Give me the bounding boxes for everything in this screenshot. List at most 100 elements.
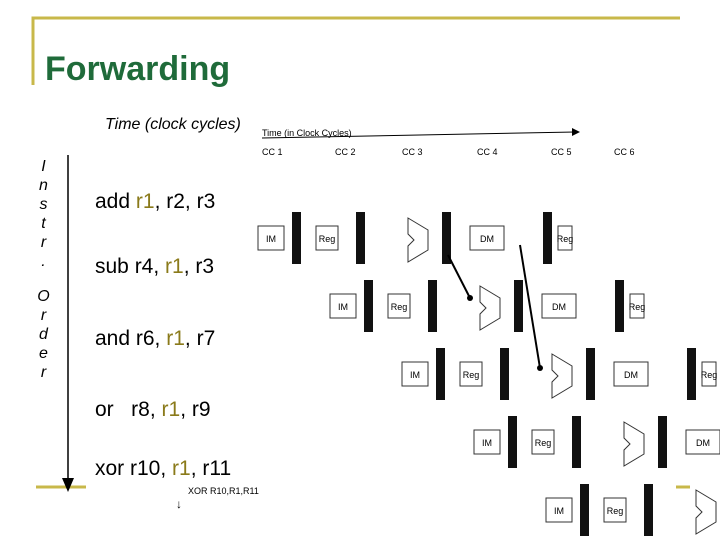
stage-box bbox=[545, 497, 573, 523]
pipeline-register bbox=[436, 348, 445, 400]
stage-box bbox=[557, 225, 573, 251]
time-arrow bbox=[261, 131, 576, 139]
title: Forwarding bbox=[45, 50, 230, 88]
instruction-part: r1 bbox=[166, 327, 185, 350]
clock-cycle: CC 1 bbox=[262, 147, 283, 157]
alu bbox=[551, 353, 573, 399]
stage-box bbox=[473, 429, 501, 455]
order-label: Order bbox=[35, 288, 52, 383]
clock-cycle: CC 6 bbox=[614, 147, 635, 157]
stage-label: DM bbox=[480, 234, 494, 244]
stage-label: Reg bbox=[629, 302, 646, 312]
pipeline-register bbox=[500, 348, 509, 400]
stage-label: Reg bbox=[535, 438, 552, 448]
stage-box bbox=[629, 293, 645, 319]
stage-box bbox=[315, 225, 339, 251]
instruction: xor r10, r1, r11 bbox=[95, 457, 231, 480]
arrow-head bbox=[572, 128, 580, 136]
stage-box bbox=[531, 429, 555, 455]
forward-arrow bbox=[519, 244, 541, 369]
pipeline: IM Reg DM Reg IM Reg DM Reg IM Reg DM Reg IM Reg DM Reg… bbox=[257, 212, 720, 536]
instruction-part: and r6, bbox=[95, 327, 166, 350]
pipeline-register bbox=[508, 416, 517, 468]
clock-cycle: CC 2 bbox=[335, 147, 356, 157]
forward-dot bbox=[537, 365, 543, 371]
stage-label: IM bbox=[338, 302, 348, 312]
stage-label: DM bbox=[624, 370, 638, 380]
pipeline-register bbox=[644, 484, 653, 536]
stage-label: Reg bbox=[463, 370, 480, 380]
time-label: Time (clock cycles) bbox=[105, 116, 241, 133]
instruction-part: add bbox=[95, 190, 136, 213]
instruction-part: , r11 bbox=[191, 457, 231, 480]
alu bbox=[695, 489, 717, 535]
stage-label: Reg bbox=[319, 234, 336, 244]
pipeline-register bbox=[356, 212, 365, 264]
small-arrow: ↓ bbox=[176, 497, 182, 511]
pipeline-register bbox=[687, 348, 696, 400]
stage-box bbox=[603, 497, 627, 523]
pipeline-register bbox=[514, 280, 523, 332]
instruction-part: or r8, bbox=[95, 398, 162, 421]
instruction-part: , r3 bbox=[184, 255, 214, 278]
pipeline-register bbox=[615, 280, 624, 332]
stage-box bbox=[469, 225, 505, 251]
stage-box bbox=[685, 429, 720, 455]
pipeline-register bbox=[292, 212, 301, 264]
stage-box bbox=[329, 293, 357, 319]
instruction-part: sub r4, bbox=[95, 255, 165, 278]
stage-box bbox=[613, 361, 649, 387]
small-instruction: XOR R10,R1,R11 bbox=[188, 486, 259, 496]
diagram-time-label: Time (in Clock Cycles) bbox=[262, 128, 352, 138]
stage-label: IM bbox=[410, 370, 420, 380]
alu bbox=[623, 421, 645, 467]
stage-box bbox=[387, 293, 411, 319]
order-label: Instr. bbox=[35, 158, 52, 272]
stage-label: Reg bbox=[701, 370, 718, 380]
alu bbox=[479, 285, 501, 331]
clock-cycle: CC 3 bbox=[402, 147, 423, 157]
forward-arrow bbox=[447, 254, 471, 299]
pipeline-register bbox=[364, 280, 373, 332]
pipeline-register bbox=[658, 416, 667, 468]
forward-dot bbox=[467, 295, 473, 301]
pipeline-register bbox=[580, 484, 589, 536]
instruction-part: r1 bbox=[162, 398, 181, 421]
stage-box bbox=[701, 361, 717, 387]
instruction-part: , r7 bbox=[185, 327, 215, 350]
instruction-part: , r9 bbox=[180, 398, 210, 421]
instruction-part: r1 bbox=[165, 255, 184, 278]
pipeline-register bbox=[428, 280, 437, 332]
clock-cycles: CC 1 CC 2 CC 3 CC 4 CC 5 CC 6 bbox=[262, 147, 635, 157]
alu bbox=[407, 217, 429, 263]
stage-label: DM bbox=[696, 438, 710, 448]
clock-cycle: CC 4 bbox=[477, 147, 498, 157]
pipeline-register bbox=[586, 348, 595, 400]
instruction: and r6, r1, r7 bbox=[95, 327, 215, 350]
stage-label: Reg bbox=[557, 234, 574, 244]
stage-label: IM bbox=[554, 506, 564, 516]
instruction: add r1, r2, r3 bbox=[95, 190, 215, 213]
instruction: or r8, r1, r9 bbox=[95, 398, 211, 421]
instruction: sub r4, r1, r3 bbox=[95, 255, 214, 278]
stage-label: DM bbox=[552, 302, 566, 312]
stage-box bbox=[257, 225, 285, 251]
clock-cycle: CC 5 bbox=[551, 147, 572, 157]
stage-box bbox=[459, 361, 483, 387]
instruction-part: r1 bbox=[136, 190, 155, 213]
stage-label: IM bbox=[266, 234, 276, 244]
stage-box bbox=[541, 293, 577, 319]
pipeline-register bbox=[442, 212, 451, 264]
instruction-part: r1 bbox=[172, 457, 191, 480]
decor-line bbox=[31, 16, 680, 85]
pipeline-register bbox=[543, 212, 552, 264]
arrow-head bbox=[62, 478, 74, 492]
instruction-part: xor r10, bbox=[95, 457, 172, 480]
stage-label: IM bbox=[482, 438, 492, 448]
stage-label: Reg bbox=[607, 506, 624, 516]
instruction-part: , r2, r3 bbox=[155, 190, 216, 213]
stage-box bbox=[401, 361, 429, 387]
